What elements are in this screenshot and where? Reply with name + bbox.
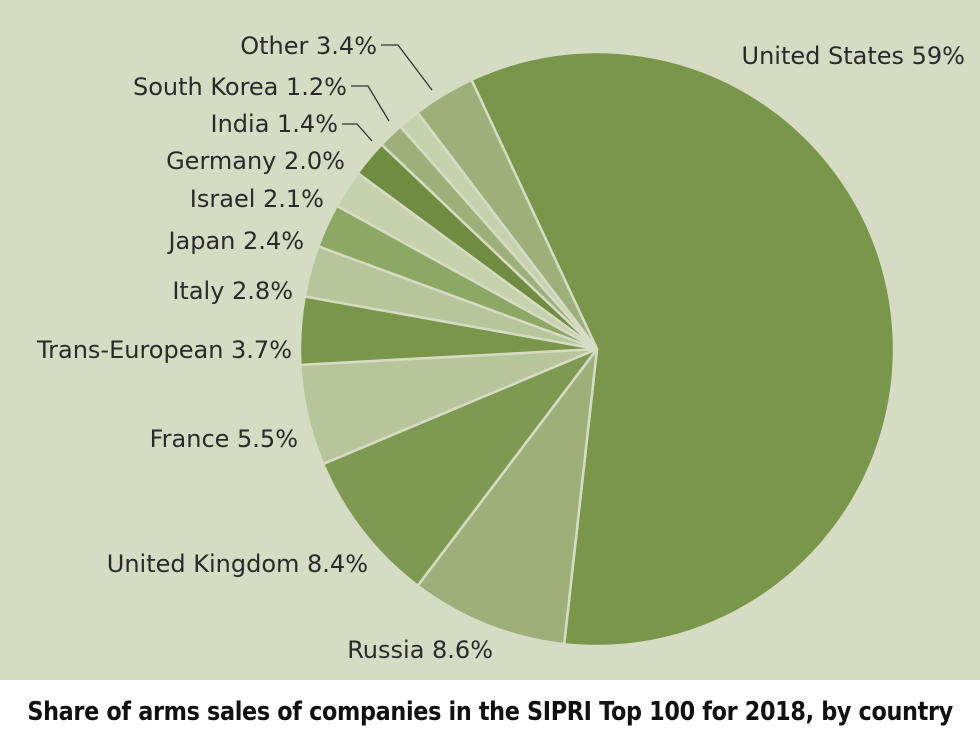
- slice-label-russia: Russia 8.6%: [347, 636, 493, 664]
- leader-line-india: [342, 123, 373, 142]
- slice-label-united-states: United States 59%: [742, 42, 966, 70]
- slice-label-south-korea: South Korea 1.2%: [133, 73, 347, 101]
- slice-label-india: India 1.4%: [211, 110, 339, 138]
- slice-label-trans-european: Trans-European 3.7%: [36, 336, 292, 364]
- chart-area: United States 59% Russia 8.6% United Kingd…: [0, 0, 980, 680]
- slice-label-other: Other 3.4%: [240, 32, 377, 60]
- pie-chart: United States 59% Russia 8.6% United Kingd…: [36, 32, 966, 664]
- pie-slice-united-states: [470, 50, 896, 648]
- chart-caption: Share of arms sales of companies in the …: [0, 680, 980, 743]
- slice-label-japan: Japan 2.4%: [166, 227, 304, 255]
- pie-slice-other: [416, 78, 599, 351]
- slice-label-germany: Germany 2.0%: [166, 147, 345, 175]
- slice-label-italy: Italy 2.8%: [172, 277, 293, 305]
- chart-title: Share of arms sales of companies in the …: [27, 696, 953, 727]
- slice-label-israel: Israel 2.1%: [190, 185, 324, 213]
- leader-line-other: [381, 44, 433, 91]
- pie-slice-russia: [416, 347, 599, 646]
- leader-line-south-korea: [351, 85, 390, 122]
- slice-label-united-kingdom: United Kingdom 8.4%: [107, 550, 368, 578]
- slice-label-france: France 5.5%: [150, 425, 298, 453]
- pie-slice-united-kingdom: [321, 347, 599, 587]
